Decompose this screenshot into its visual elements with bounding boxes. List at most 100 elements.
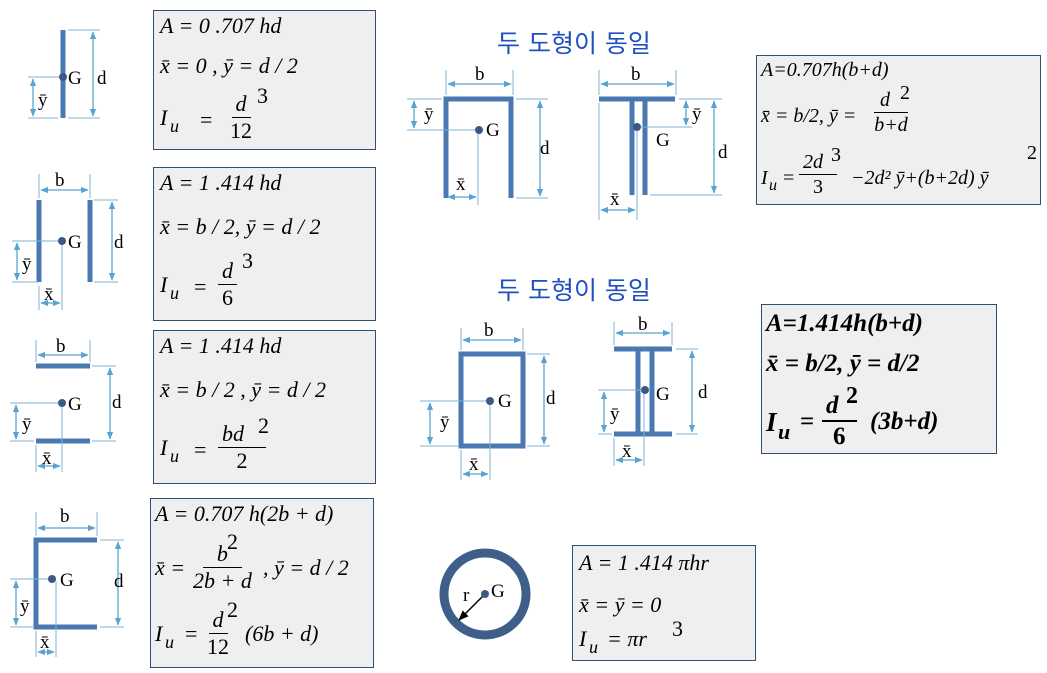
- label-y: ȳ: [38, 90, 48, 111]
- inertia-tail: −2d² ȳ+(b+2d) ȳ: [851, 167, 989, 189]
- exponent: 3: [672, 616, 683, 641]
- area-formula: A=0.707h(b+d): [761, 59, 889, 81]
- inertia-subscript: u: [165, 632, 174, 652]
- x-bar-fraction: b 2b + d: [193, 543, 252, 592]
- centroid-formula: x̄ = b / 2, ȳ = d / 2: [160, 214, 321, 239]
- label-d: d: [540, 138, 550, 159]
- exponent: 2: [846, 383, 858, 409]
- label-b: b: [638, 314, 648, 335]
- figure-single-weld: G d ȳ: [28, 29, 107, 119]
- exponent: 2: [258, 413, 269, 438]
- fraction-numerator: bd: [218, 423, 266, 448]
- label-d: d: [112, 392, 122, 413]
- fraction-denominator: 2b + d: [193, 568, 252, 593]
- inertia-subscript: u: [589, 637, 598, 657]
- label-y: ȳ: [424, 104, 434, 125]
- inertia-subscript: u: [170, 283, 179, 303]
- inertia-symbol: I: [160, 105, 168, 130]
- figure-tee-weld: b G d ȳ x̄: [598, 64, 728, 220]
- y-bar-fraction: d b+d: [874, 90, 908, 135]
- formula-box-circle: A = 1 .414 πhr x̄ = ȳ = 0 I u = πr 3: [572, 545, 756, 661]
- formula-box-single: A = 0 .707 hd x̄ = 0 , ȳ = d / 2 I u = d…: [153, 10, 376, 150]
- label-d: d: [114, 232, 124, 253]
- label-b: b: [484, 320, 494, 341]
- inertia-fraction: 2d 3: [799, 152, 837, 197]
- figure-two-vertical-welds: b G d ȳ x̄: [12, 170, 124, 310]
- fraction-denominator: 3: [813, 176, 823, 198]
- label-x: x̄: [622, 441, 632, 462]
- figure-L-weld: b G d ȳ x̄: [10, 506, 124, 657]
- label-d: d: [698, 382, 708, 403]
- formula-box-L: A = 0.707 h(2b + d) x̄ = b 2b + d 2 , ȳ …: [150, 498, 374, 668]
- formula-box-two-vertical: A = 1 .414 hd x̄ = b / 2, ȳ = d / 2 I u …: [153, 167, 376, 321]
- centroid-formula: x̄ = b / 2 , ȳ = d / 2: [160, 377, 326, 402]
- inertia-fraction: bd 2: [218, 423, 266, 472]
- inertia-fraction: d 6: [218, 260, 237, 309]
- label-d: d: [97, 68, 107, 89]
- label-y: ȳ: [610, 404, 620, 425]
- same-shapes-heading-top: 두 도형이 동일: [497, 29, 651, 58]
- label-y: ȳ: [22, 414, 32, 435]
- equals-sign: =: [194, 437, 207, 462]
- label-b: b: [475, 64, 485, 85]
- equals-sign: =: [185, 621, 198, 646]
- formula-box-box-I: A=1.414h(b+d) x̄ = b/2, ȳ = d/2 I u = d …: [761, 304, 997, 454]
- label-x: x̄: [456, 174, 466, 195]
- label-b: b: [631, 64, 641, 85]
- fraction-denominator: 12: [207, 634, 229, 659]
- inertia-fraction: d 12: [230, 93, 252, 142]
- exponent: 3: [257, 83, 268, 108]
- exponent: 2: [900, 82, 910, 104]
- label-b: b: [55, 170, 65, 191]
- centroid-formula: x̄ = b/2, ȳ =: [761, 105, 857, 127]
- area-formula: A = 1 .414 πhr: [579, 550, 709, 575]
- fraction-numerator: d: [874, 90, 908, 113]
- centroid-formula: x̄ = 0 , ȳ = d / 2: [160, 53, 298, 78]
- inertia-fraction: d 6: [822, 393, 857, 449]
- fraction-denominator: b+d: [874, 114, 908, 136]
- label-b: b: [56, 336, 66, 357]
- label-y: ȳ: [692, 104, 702, 125]
- label-G: G: [491, 581, 505, 602]
- label-x: x̄: [44, 284, 54, 305]
- label-x: x̄: [42, 448, 52, 469]
- label-y: ȳ: [20, 596, 30, 617]
- label-G: G: [656, 384, 670, 405]
- label-d: d: [546, 388, 556, 409]
- figure-box-weld: b G d ȳ x̄: [420, 320, 556, 480]
- inertia-symbol: I: [160, 272, 168, 297]
- equals-sign: =: [194, 274, 207, 299]
- fraction-numerator: d: [218, 260, 237, 285]
- label-G: G: [68, 68, 82, 89]
- label-G: G: [656, 130, 670, 151]
- figure-circular-weld: r G: [439, 548, 531, 640]
- fraction-numerator: d: [231, 93, 251, 118]
- centroid-formula: x̄ = ȳ = 0: [579, 592, 662, 617]
- equals-sign: =: [800, 408, 815, 435]
- inertia-subscript: u: [170, 116, 179, 136]
- label-G: G: [486, 120, 500, 141]
- label-G: G: [60, 570, 74, 591]
- exponent: 3: [831, 144, 841, 166]
- fraction-numerator: d: [822, 393, 857, 422]
- area-formula: A = 1 .414 hd: [160, 333, 282, 358]
- inertia-symbol: I: [766, 407, 777, 437]
- exponent: 3: [242, 248, 253, 273]
- equals-sign: =: [200, 107, 213, 132]
- y-bar-formula: , ȳ = d / 2: [263, 555, 349, 580]
- fraction-numerator: 2d: [799, 152, 837, 175]
- centroid-formula: x̄ = b/2, ȳ = d/2: [766, 350, 920, 377]
- area-formula: A = 1 .414 hd: [160, 170, 282, 195]
- inertia-tail: (3b+d): [870, 408, 939, 435]
- area-formula: A=1.414h(b+d): [766, 310, 923, 337]
- equals-sign: =: [783, 167, 795, 189]
- label-G: G: [68, 232, 82, 253]
- x-bar-lhs: x̄ =: [155, 555, 186, 580]
- label-y: ȳ: [22, 254, 32, 275]
- label-x: x̄: [469, 454, 479, 475]
- label-y: ȳ: [440, 412, 450, 433]
- label-b: b: [60, 506, 70, 527]
- exponent: 2: [227, 597, 238, 622]
- exponent: 2: [1027, 142, 1037, 164]
- figure-I-weld: b G d ȳ x̄: [598, 314, 708, 466]
